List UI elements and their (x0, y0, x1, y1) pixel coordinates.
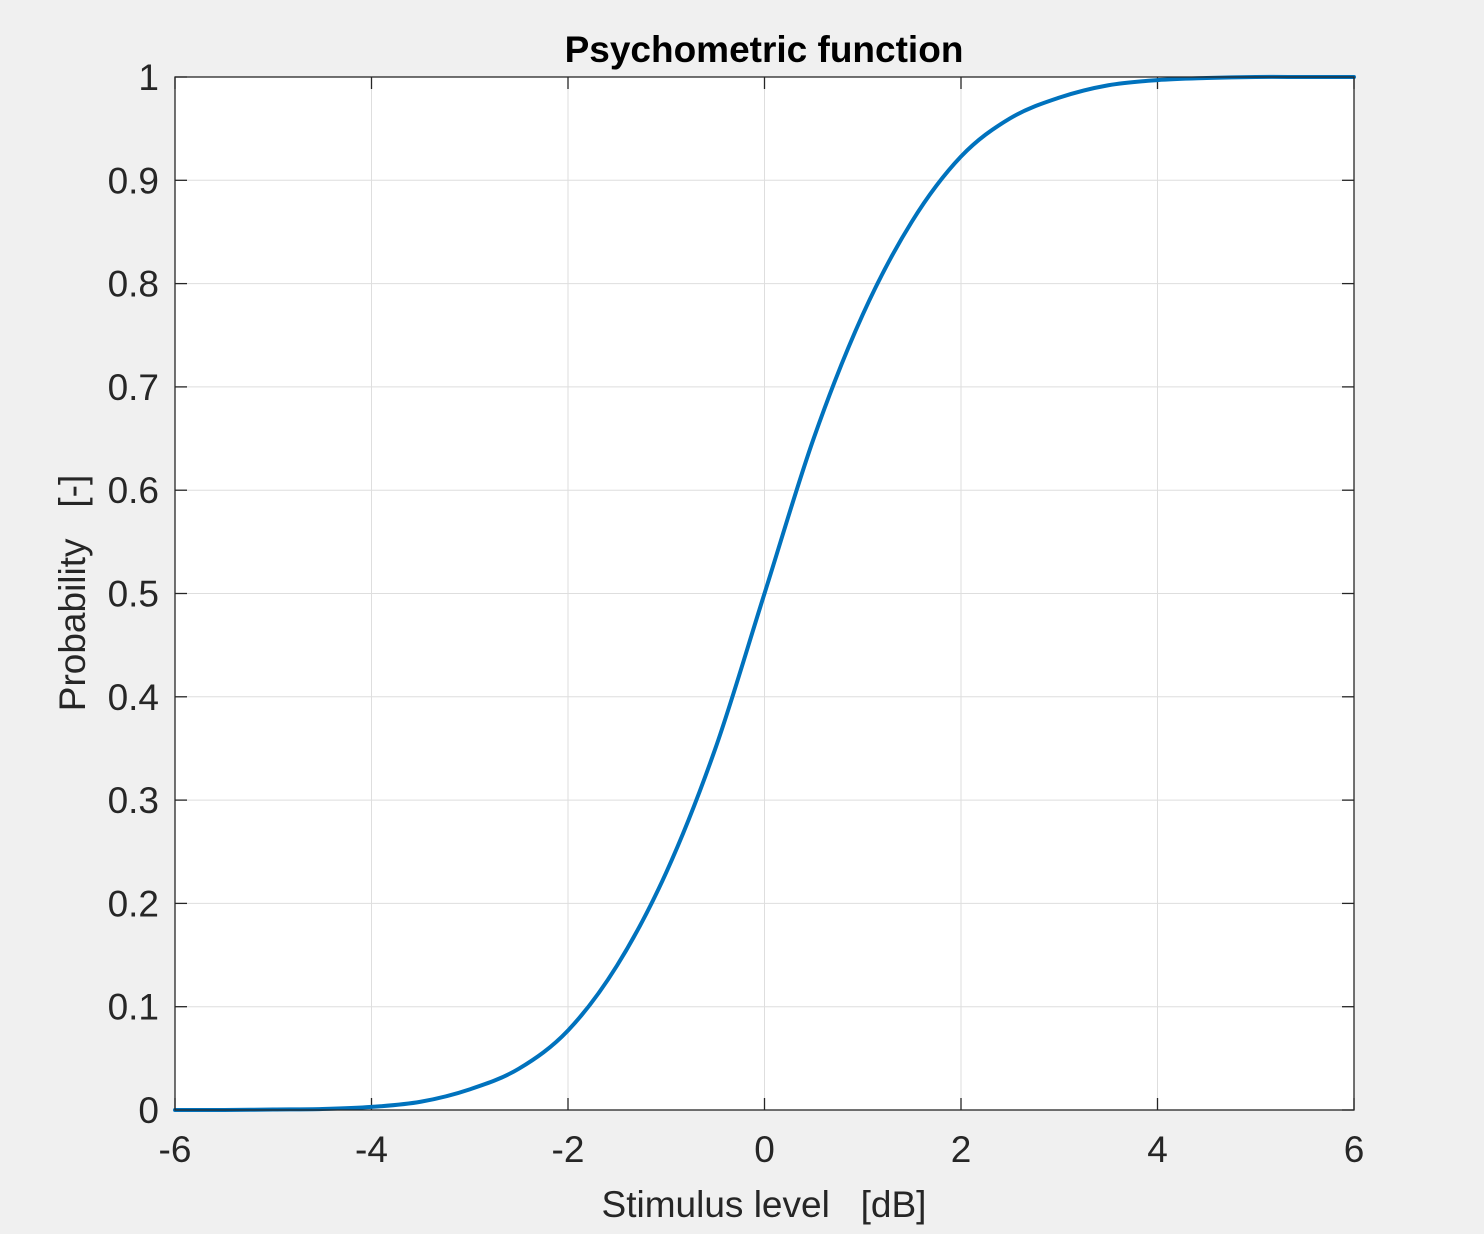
y-tick-label: 0.4 (108, 677, 159, 718)
x-tick-label: 0 (754, 1129, 775, 1170)
x-tick-labels: -6 -4 -2 0 2 4 6 (159, 1129, 1365, 1170)
y-tick-label: 0.1 (108, 987, 159, 1028)
x-tick-label: 6 (1344, 1129, 1365, 1170)
x-tick-label: 4 (1147, 1129, 1168, 1170)
x-tick-label: -4 (355, 1129, 388, 1170)
x-tick-label: -2 (552, 1129, 585, 1170)
y-tick-label: 0.7 (108, 367, 159, 408)
x-tick-label: 2 (951, 1129, 972, 1170)
y-tick-labels: 0 0.1 0.2 0.3 0.4 0.5 0.6 0.7 0.8 0.9 1 (108, 57, 159, 1131)
series-group (173, 74, 1356, 1113)
y-tick-label: 0.9 (108, 160, 159, 201)
y-tick-label: 1 (138, 57, 159, 98)
y-tick-label: 0 (138, 1090, 159, 1131)
chart-title: Psychometric function (565, 29, 964, 70)
y-tick-label: 0.2 (108, 883, 159, 924)
y-tick-label: 0.3 (108, 780, 159, 821)
x-axis-label: Stimulus level [dB] (602, 1184, 927, 1225)
y-axis-label: Probability [-] (52, 475, 93, 711)
y-tick-label: 0.5 (108, 574, 159, 615)
y-tick-label: 0.6 (108, 470, 159, 511)
x-tick-label: -6 (159, 1129, 192, 1170)
series-line-0 (173, 74, 1356, 1113)
axes-box (174, 76, 1355, 1111)
y-tick-label: 0.8 (108, 264, 159, 305)
